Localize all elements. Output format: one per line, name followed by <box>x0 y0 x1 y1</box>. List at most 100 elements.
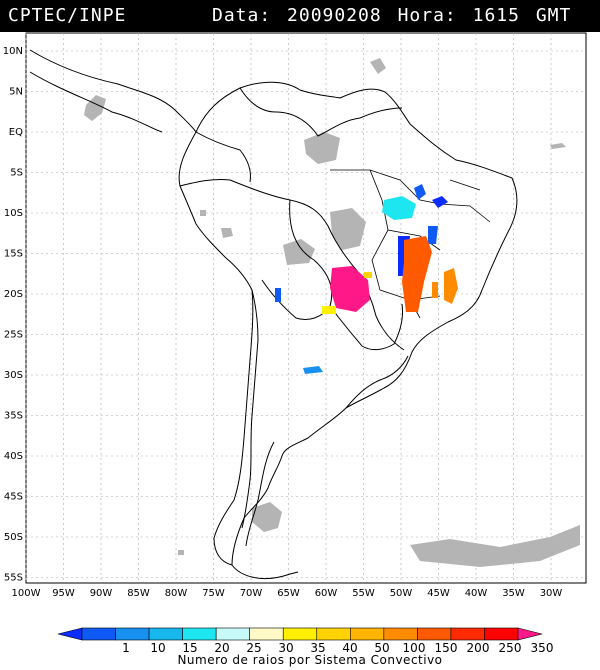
lat-label: 20S <box>4 289 23 300</box>
coastlines <box>29 49 518 580</box>
lon-label: 70W <box>240 588 263 599</box>
colorbar-title: Numero de raios por Sistema Convectivo <box>177 653 442 667</box>
lat-label: 45S <box>4 492 23 503</box>
colorbar-segment <box>450 627 485 641</box>
storm-blue-6 <box>303 366 323 374</box>
storm-blue-2 <box>432 196 448 208</box>
central-america-coast <box>29 49 197 133</box>
lon-label: 45W <box>427 588 450 599</box>
colorbar-tick-label: 30 <box>278 641 293 655</box>
lat-label: EQ <box>9 127 23 138</box>
lon-label: 85W <box>127 588 150 599</box>
colorbar-min-arrow <box>57 627 83 641</box>
bolivia-border <box>261 199 333 320</box>
lightning-map: 10N5NEQ5S10S15S20S25S30S35S40S45S50S55S … <box>3 32 587 667</box>
lightning-systems <box>275 184 458 374</box>
colorbar-tick-label: 1 <box>122 641 130 655</box>
colorbar-tick-label: 50 <box>374 641 389 655</box>
paraguay-border <box>329 303 403 351</box>
lat-label: 55S <box>4 573 23 584</box>
lon-label: 60W <box>315 588 338 599</box>
colorbar-tick-label: 25 <box>246 641 261 655</box>
cloud-cover <box>84 58 580 567</box>
lon-label: 35W <box>502 588 525 599</box>
storm-blue-3 <box>428 226 438 244</box>
timezone-value: GMT <box>535 5 572 26</box>
colorbar-segment <box>81 627 116 641</box>
latitude-labels: 10N 5N EQ 5S 10S 15S 20S 25S 30S 35S 40S 45S 50S 55S <box>3 46 23 584</box>
lon-label: 40W <box>465 588 488 599</box>
colorbar-segment <box>484 627 519 641</box>
peru-border <box>179 179 231 187</box>
lat-label: 35S <box>4 411 23 422</box>
south-america-coast <box>195 81 518 580</box>
brazil-west-border <box>229 179 405 351</box>
colorbar-tick-label: 10 <box>150 641 165 655</box>
colorbar-max-arrow <box>517 627 543 641</box>
lat-label: 15S <box>4 249 23 260</box>
colorbar-segment <box>383 627 418 641</box>
colorbar-segment <box>316 627 351 641</box>
central-america-south-coast <box>29 71 163 133</box>
lon-label: 95W <box>52 588 75 599</box>
lon-label: 30W <box>540 588 563 599</box>
colorbar-segment <box>417 627 452 641</box>
longitude-labels: 100W 95W 90W 85W 80W 75W 70W 65W 60W 55W 50W 45W 40W… <box>12 588 563 599</box>
date-value: 20090208 <box>287 5 382 26</box>
uruguay-border <box>345 355 409 409</box>
colorbar-tick-label: 250 <box>499 641 522 655</box>
lon-label: 90W <box>90 588 113 599</box>
lat-label: 10S <box>4 208 23 219</box>
lat-label: 40S <box>4 451 23 462</box>
colorbar-segment <box>148 627 183 641</box>
lon-label: 55W <box>352 588 375 599</box>
storm-magenta <box>330 266 370 312</box>
lon-label: 65W <box>277 588 300 599</box>
colorbar-tick-label: 20 <box>214 641 229 655</box>
hora-label: Hora: <box>397 5 457 26</box>
colorbar-tick-label: 100 <box>403 641 426 655</box>
chile-argentina-border <box>245 441 275 547</box>
storm-blue-1 <box>414 184 426 200</box>
colorbar-segment <box>350 627 385 641</box>
colombia-border <box>195 131 251 183</box>
storm-blue-5 <box>275 288 281 302</box>
lat-label: 25S <box>4 330 23 341</box>
colorbar-segment <box>249 627 284 641</box>
source-label: CPTEC/INPE <box>8 5 127 26</box>
colorbar: 1 10 15 20 25 30 35 40 50 100 150 200 250 350 <box>57 627 554 655</box>
colorbar-tick-label: 40 <box>342 641 357 655</box>
colorbar-segment <box>282 627 318 641</box>
storm-orange-2 <box>444 268 458 304</box>
colorbar-tick-label: 15 <box>182 641 197 655</box>
lon-label: 80W <box>165 588 188 599</box>
colorbar-segment <box>115 627 150 641</box>
lon-label: 50W <box>390 588 413 599</box>
time-value: 1615 <box>472 5 520 26</box>
colorbar-tick-label: 150 <box>435 641 458 655</box>
lon-label: 75W <box>202 588 225 599</box>
lat-label: 10N <box>3 46 23 57</box>
storm-yellow-1 <box>322 306 336 314</box>
lat-lon-grid <box>25 33 586 583</box>
map-frame <box>25 32 587 584</box>
colorbar-segment <box>215 627 250 641</box>
lon-label: 100W <box>12 588 41 599</box>
west-coast <box>178 131 254 566</box>
lat-label: 5N <box>9 87 23 98</box>
lat-label: 5S <box>10 168 23 179</box>
data-label: Data: <box>212 5 272 26</box>
storm-yellow-2 <box>364 272 372 278</box>
colorbar-segment <box>182 627 217 641</box>
brazil-north-border <box>239 87 403 137</box>
colorbar-tick-label: 35 <box>310 641 325 655</box>
lat-label: 50S <box>4 532 23 543</box>
storm-orange-1 <box>402 236 432 312</box>
title-bar: CPTEC/INPE Data: 20090208 Hora: 1615 GMT <box>0 0 600 32</box>
storm-orange-3 <box>432 282 438 298</box>
andes-border <box>241 289 259 529</box>
colorbar-tick-label: 350 <box>531 641 554 655</box>
timestamp: Data: 20090208 Hora: 1615 GMT <box>212 0 571 32</box>
storm-cyan <box>382 196 416 220</box>
colorbar-tick-label: 200 <box>467 641 490 655</box>
